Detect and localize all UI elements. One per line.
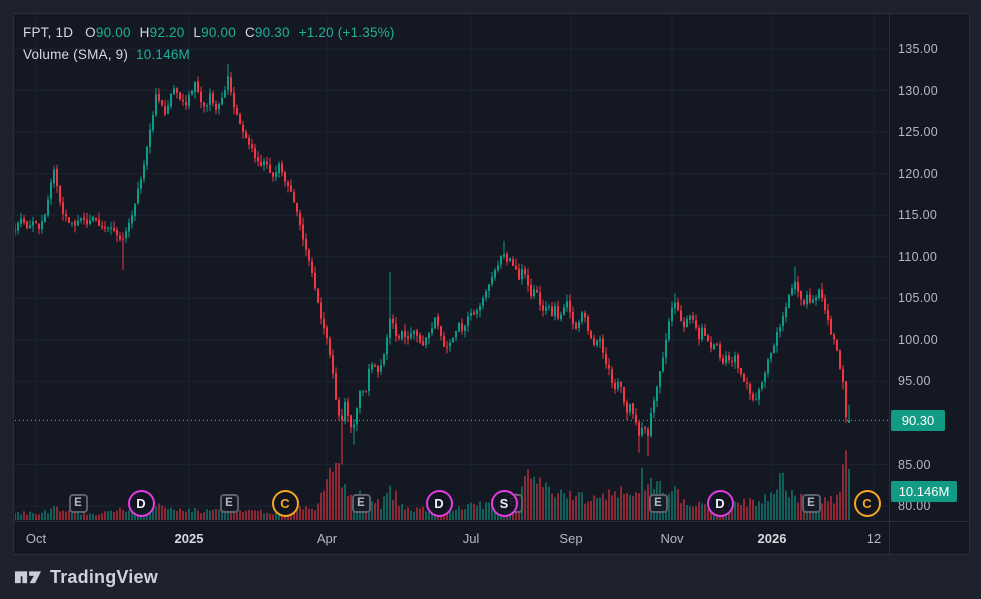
- tradingview-logo-icon[interactable]: [14, 567, 42, 587]
- price-tick: 120.00: [898, 166, 939, 181]
- footer: TradingView: [14, 563, 158, 591]
- time-tick: Oct: [25, 531, 47, 546]
- event-marker-d[interactable]: D: [127, 490, 155, 517]
- price-tick: 80.00: [898, 499, 931, 513]
- volume-indicator-label[interactable]: Volume (SMA, 9): [23, 47, 129, 62]
- time-tick: 2026: [757, 531, 787, 546]
- last-price-badge: 90.30: [891, 409, 945, 431]
- tradingview-brand[interactable]: TradingView: [50, 566, 158, 587]
- volume-value-badge: 10.146M: [891, 481, 957, 502]
- time-axis-separator[interactable]: [14, 521, 969, 522]
- time-tick: Sep: [559, 531, 583, 546]
- price-axis-separator[interactable]: [889, 14, 890, 554]
- event-marker-c[interactable]: C: [853, 490, 881, 517]
- time-tick: Apr: [316, 531, 338, 546]
- price-tick: 95.00: [898, 374, 931, 389]
- open-label: O: [85, 25, 96, 40]
- time-tick: Nov: [660, 531, 684, 546]
- event-marker-d[interactable]: D: [706, 490, 734, 517]
- chart-widget: FPT, 1D O90.00 H92.20 L90.00 C90.30 +1.20 (+1…: [13, 13, 970, 555]
- time-tick: Jul: [462, 531, 480, 546]
- high-label: H: [139, 25, 150, 40]
- close-label: C: [244, 25, 255, 40]
- time-tick: 12: [866, 531, 882, 546]
- chart-legend: FPT, 1D O90.00 H92.20 L90.00 C90.30 +1.20 (+1…: [23, 23, 395, 65]
- event-marker-e[interactable]: E: [801, 494, 821, 513]
- price-tick: 130.00: [898, 83, 939, 98]
- event-marker-e[interactable]: E: [648, 494, 668, 513]
- price-tick: 125.00: [898, 125, 939, 140]
- close-value: 90.30: [254, 25, 290, 40]
- event-marker-s[interactable]: S: [490, 490, 518, 517]
- symbol-title[interactable]: FPT, 1D: [23, 25, 74, 40]
- event-marker-d[interactable]: D: [425, 490, 453, 517]
- change-value: +1.20 (+1.35%): [298, 25, 395, 40]
- time-tick: 2025: [174, 531, 204, 546]
- event-marker-c[interactable]: C: [271, 490, 299, 517]
- price-tick: 110.00: [898, 249, 938, 264]
- volume-value: 10.146M: [136, 47, 190, 62]
- price-tick: 135.00: [898, 42, 939, 56]
- price-tick: 105.00: [898, 291, 939, 306]
- event-marker-e[interactable]: E: [351, 494, 371, 513]
- candlestick-chart[interactable]: [14, 14, 969, 554]
- price-tick: 85.00: [898, 457, 931, 472]
- low-value: 90.00: [201, 25, 236, 40]
- event-marker-e[interactable]: E: [219, 494, 239, 513]
- price-tick: 100.00: [898, 332, 939, 347]
- low-label: L: [193, 25, 202, 40]
- event-marker-e[interactable]: E: [68, 494, 88, 513]
- high-value: 92.20: [149, 25, 185, 40]
- open-value: 90.00: [95, 25, 131, 40]
- price-tick: 115.00: [898, 208, 938, 223]
